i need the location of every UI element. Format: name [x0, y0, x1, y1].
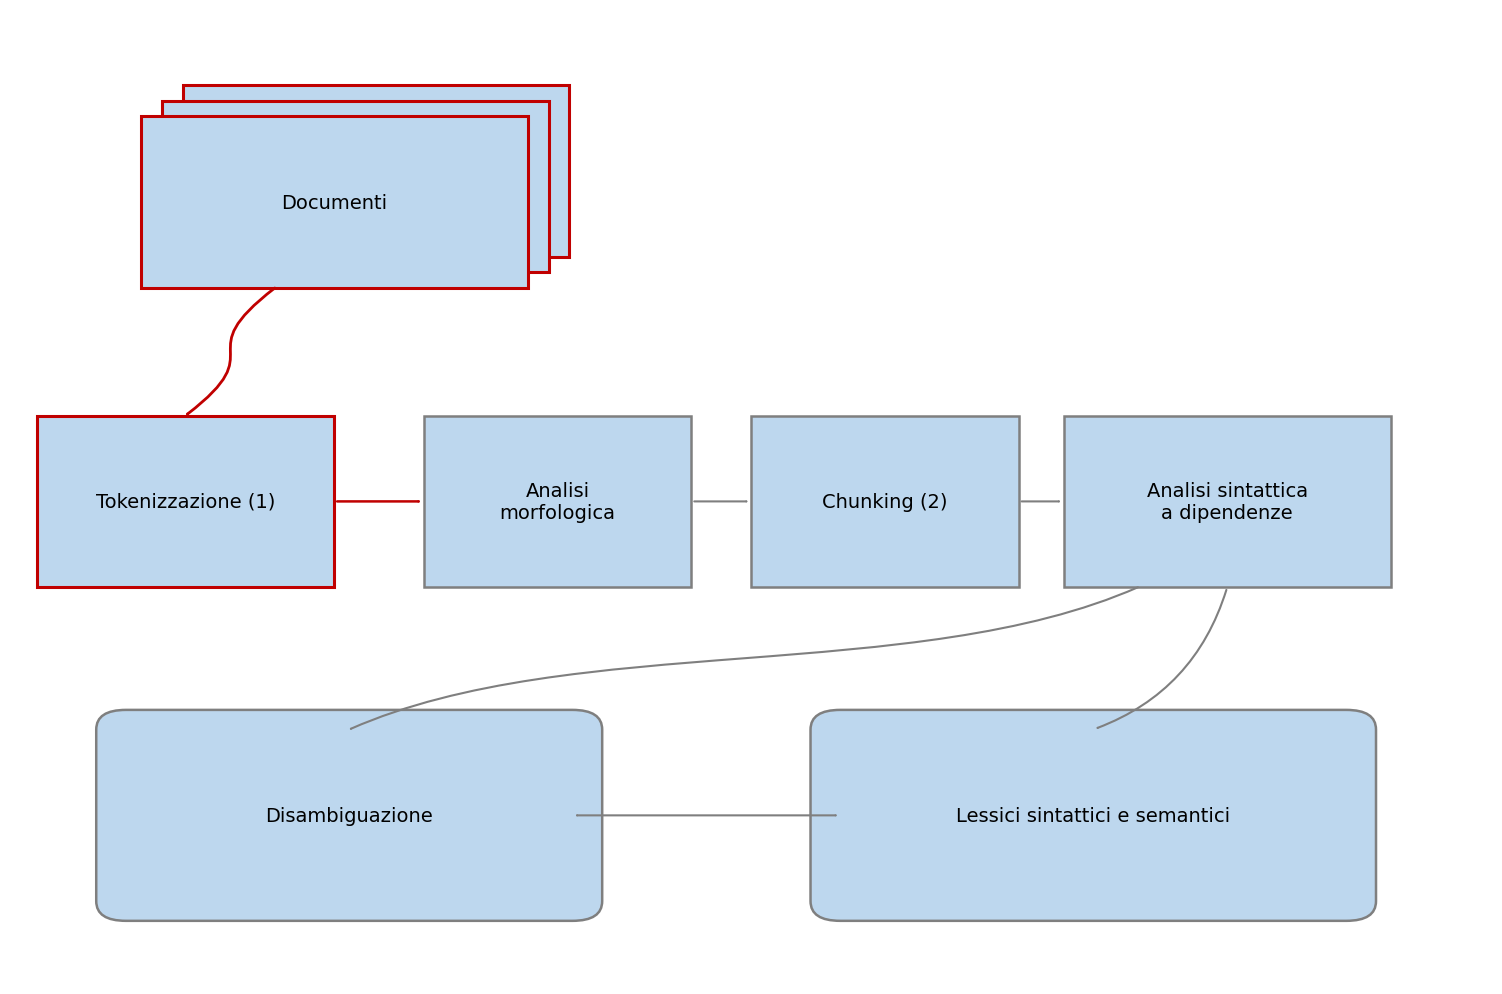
Text: Tokenizzazione (1): Tokenizzazione (1): [96, 492, 275, 511]
Text: Analisi sintattica
a dipendenze: Analisi sintattica a dipendenze: [1146, 481, 1308, 523]
FancyBboxPatch shape: [162, 101, 548, 273]
FancyBboxPatch shape: [811, 710, 1376, 920]
Text: Analisi
morfologica: Analisi morfologica: [500, 481, 616, 523]
Text: Lessici sintattici e semantici: Lessici sintattici e semantici: [957, 806, 1230, 825]
Text: Disambiguazione: Disambiguazione: [266, 806, 433, 825]
FancyArrowPatch shape: [188, 288, 275, 414]
Text: Chunking (2): Chunking (2): [822, 492, 948, 511]
FancyBboxPatch shape: [96, 710, 602, 920]
FancyBboxPatch shape: [1063, 416, 1391, 587]
FancyBboxPatch shape: [183, 85, 569, 257]
FancyArrowPatch shape: [351, 587, 1139, 729]
Text: Documenti: Documenti: [281, 194, 388, 213]
FancyBboxPatch shape: [424, 416, 691, 587]
FancyBboxPatch shape: [751, 416, 1018, 587]
FancyArrowPatch shape: [1098, 590, 1227, 729]
FancyBboxPatch shape: [36, 416, 335, 587]
FancyBboxPatch shape: [141, 117, 527, 288]
